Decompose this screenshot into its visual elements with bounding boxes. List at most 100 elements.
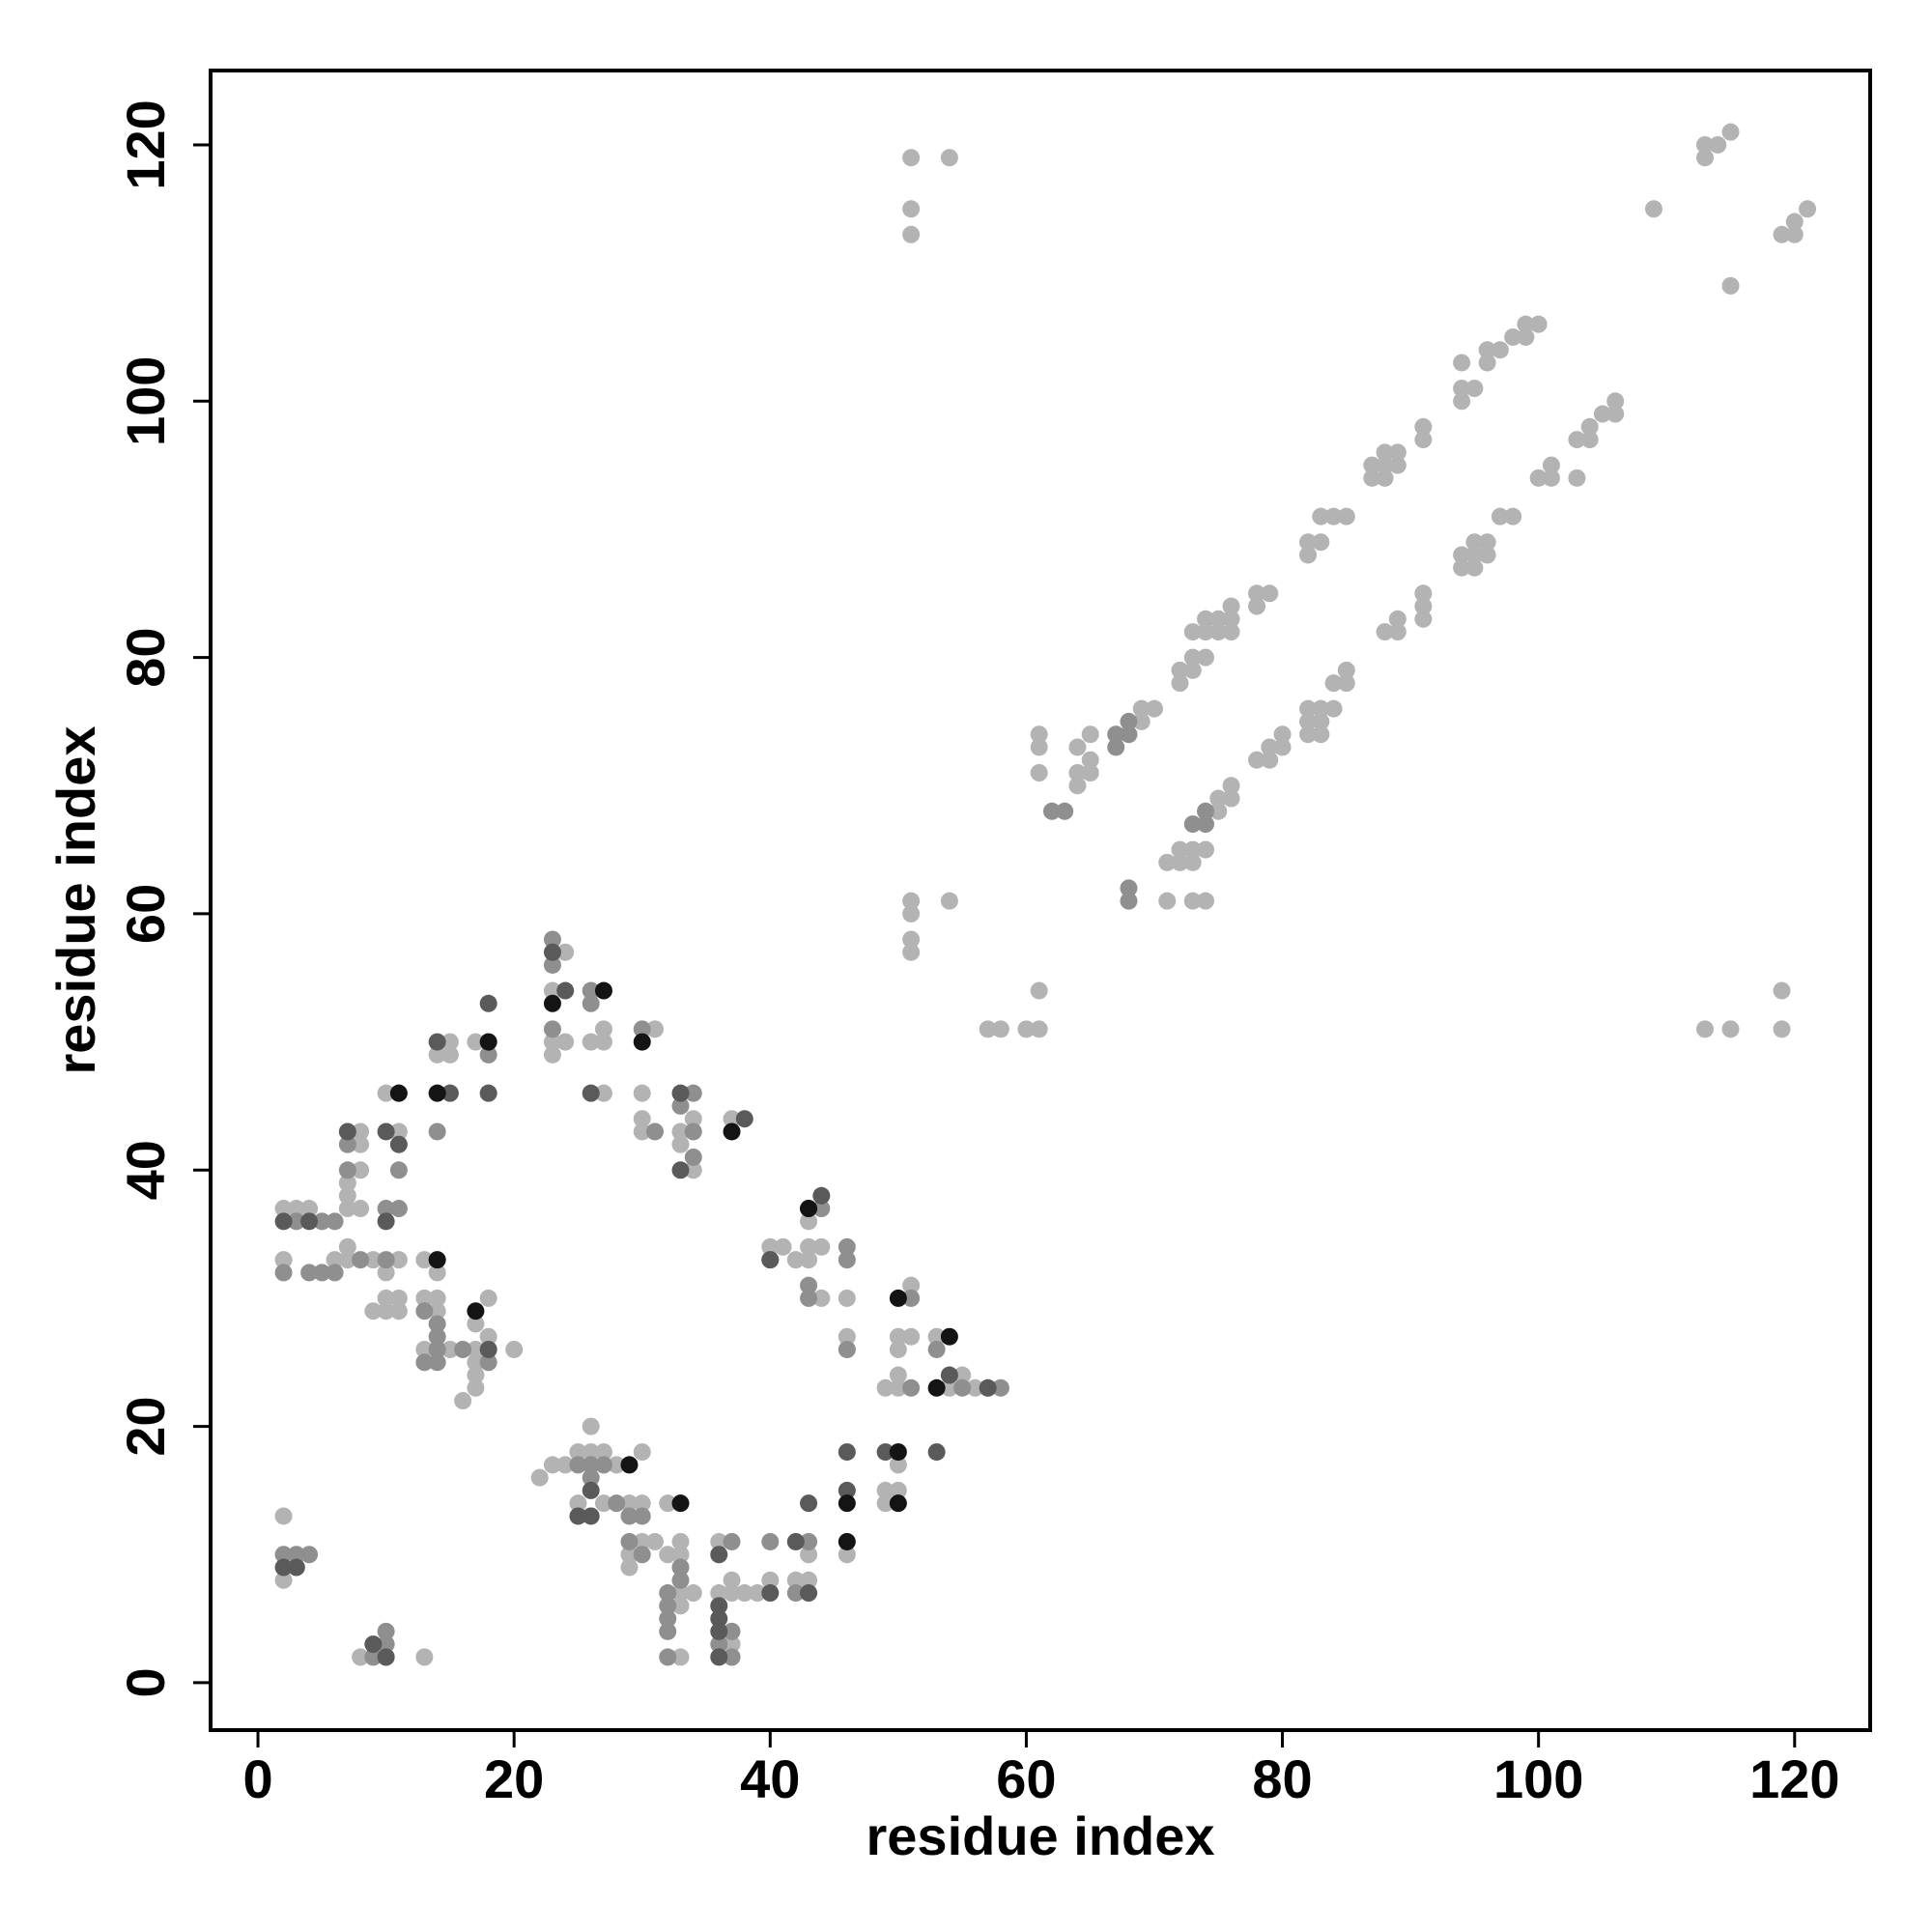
- point: [1414, 431, 1433, 449]
- point: [274, 1546, 293, 1564]
- point: [1120, 725, 1138, 744]
- point: [1312, 712, 1330, 730]
- point: [1453, 354, 1471, 372]
- point: [594, 1084, 612, 1102]
- point: [479, 1289, 497, 1307]
- point: [287, 1558, 305, 1577]
- point: [1042, 802, 1061, 820]
- point: [389, 1135, 408, 1153]
- point: [1222, 597, 1240, 615]
- point: [800, 1584, 818, 1603]
- y-tick-label: 0: [115, 1667, 176, 1697]
- point: [1414, 610, 1433, 628]
- point: [620, 1507, 639, 1525]
- point: [761, 1584, 780, 1603]
- point: [671, 1648, 690, 1666]
- point: [338, 1135, 356, 1153]
- point: [671, 1135, 690, 1153]
- point: [1299, 699, 1318, 718]
- point: [479, 1327, 497, 1346]
- point: [633, 1443, 651, 1462]
- point: [1068, 738, 1087, 756]
- point: [1453, 558, 1471, 577]
- point: [723, 1622, 741, 1640]
- point: [812, 1289, 831, 1307]
- point: [940, 892, 958, 910]
- point: [428, 1251, 446, 1269]
- point: [1081, 725, 1099, 744]
- x-tick-label: 0: [242, 1748, 272, 1809]
- point: [991, 1378, 1009, 1397]
- point: [633, 1546, 651, 1564]
- point: [300, 1264, 319, 1282]
- point: [1197, 623, 1215, 641]
- point: [594, 1443, 612, 1462]
- point: [1478, 341, 1496, 359]
- point: [543, 1456, 561, 1474]
- point: [594, 1020, 612, 1038]
- point: [800, 1546, 818, 1564]
- point: [633, 1507, 651, 1525]
- point: [812, 1237, 831, 1256]
- point: [377, 1635, 395, 1654]
- y-axis-title: residue index: [45, 725, 106, 1074]
- point: [889, 1378, 907, 1397]
- point: [1388, 443, 1406, 462]
- point: [902, 930, 921, 949]
- point: [710, 1532, 728, 1550]
- point: [812, 1186, 831, 1205]
- point: [761, 1571, 780, 1589]
- point: [723, 1635, 741, 1654]
- point: [1197, 610, 1215, 628]
- point: [953, 1378, 972, 1397]
- point: [786, 1571, 805, 1589]
- y-tick-label: 40: [115, 1140, 176, 1200]
- point: [1273, 738, 1292, 756]
- point: [1171, 661, 1189, 679]
- point: [735, 1584, 753, 1603]
- x-tick-label: 80: [1252, 1748, 1312, 1809]
- point: [556, 981, 575, 1000]
- point: [710, 1622, 728, 1640]
- point: [582, 1481, 600, 1499]
- point: [1183, 623, 1202, 641]
- point: [940, 1378, 958, 1397]
- point: [389, 1302, 408, 1321]
- point: [389, 1122, 408, 1141]
- point: [352, 1648, 370, 1666]
- point: [479, 1353, 497, 1372]
- point: [1478, 354, 1496, 372]
- point: [749, 1584, 767, 1603]
- point: [633, 1033, 651, 1051]
- point: [377, 1251, 395, 1269]
- point: [671, 1096, 690, 1115]
- point: [1209, 623, 1228, 641]
- point: [274, 1212, 293, 1231]
- point: [1222, 789, 1240, 808]
- point: [505, 1340, 524, 1358]
- point: [710, 1609, 728, 1628]
- point: [1030, 981, 1048, 1000]
- point: [1529, 315, 1548, 333]
- point: [1158, 892, 1177, 910]
- point: [659, 1584, 677, 1603]
- point: [902, 149, 921, 167]
- point: [1183, 840, 1202, 859]
- point: [1376, 469, 1394, 487]
- point: [671, 1161, 690, 1179]
- point: [300, 1200, 319, 1218]
- point: [902, 904, 921, 923]
- point: [710, 1584, 728, 1603]
- point: [594, 1456, 612, 1474]
- point: [838, 1443, 856, 1462]
- x-tick-label: 20: [484, 1748, 544, 1809]
- point: [671, 1546, 690, 1564]
- point: [659, 1648, 677, 1666]
- point: [1799, 200, 1817, 218]
- point: [300, 1546, 319, 1564]
- point: [1721, 276, 1740, 295]
- point: [364, 1648, 383, 1666]
- point: [1785, 213, 1804, 231]
